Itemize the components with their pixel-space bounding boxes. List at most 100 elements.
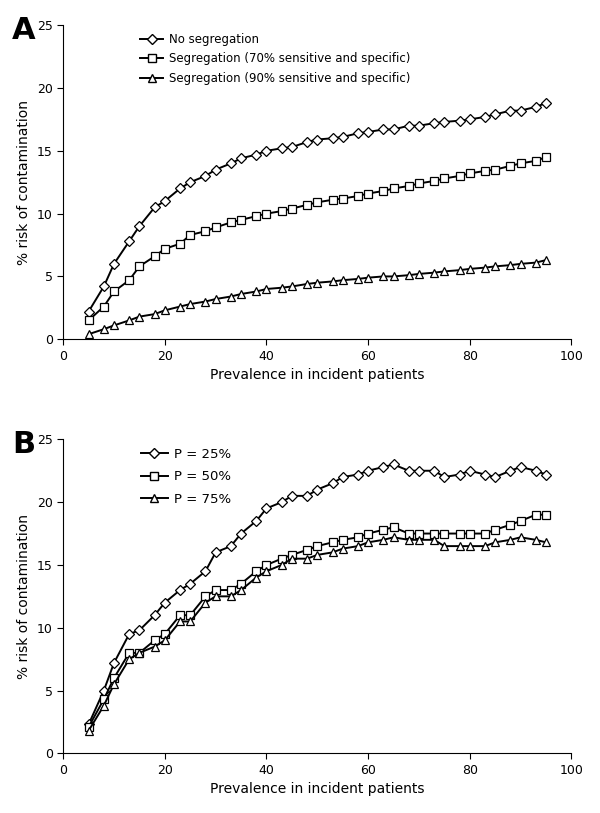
Legend: P = 25%, P = 50%, P = 75%: P = 25%, P = 50%, P = 75% — [136, 443, 236, 511]
P = 25% — [339, 472, 346, 482]
Segregation (90% sensitive and specific) — [390, 272, 397, 281]
Segregation (70% sensitive and specific) — [187, 230, 194, 240]
P = 75% — [227, 592, 235, 602]
No segregation — [431, 119, 438, 128]
Segregation (90% sensitive and specific) — [441, 267, 448, 276]
No segregation — [481, 112, 488, 122]
Segregation (90% sensitive and specific) — [507, 260, 514, 270]
P = 50% — [380, 525, 387, 535]
Segregation (70% sensitive and specific) — [431, 176, 438, 186]
P = 50% — [456, 528, 463, 538]
No segregation — [355, 128, 362, 138]
P = 75% — [390, 533, 397, 542]
P = 75% — [380, 535, 387, 545]
No segregation — [542, 98, 550, 108]
Segregation (70% sensitive and specific) — [466, 168, 473, 178]
P = 25% — [278, 498, 286, 507]
P = 75% — [110, 680, 118, 689]
Segregation (70% sensitive and specific) — [212, 223, 219, 233]
P = 50% — [125, 648, 133, 658]
P = 75% — [263, 567, 270, 576]
P = 25% — [136, 625, 143, 635]
P = 50% — [187, 611, 194, 620]
No segregation — [304, 137, 311, 147]
Segregation (70% sensitive and specific) — [517, 159, 524, 168]
P = 50% — [227, 585, 235, 595]
Segregation (70% sensitive and specific) — [136, 262, 143, 272]
Segregation (90% sensitive and specific) — [110, 320, 118, 330]
Segregation (70% sensitive and specific) — [227, 218, 235, 228]
P = 75% — [481, 541, 488, 551]
P = 25% — [212, 547, 219, 557]
P = 50% — [85, 722, 92, 732]
P = 25% — [491, 472, 499, 482]
No segregation — [85, 307, 92, 316]
P = 25% — [329, 478, 336, 488]
Segregation (70% sensitive and specific) — [491, 165, 499, 175]
No segregation — [278, 143, 286, 153]
Segregation (90% sensitive and specific) — [212, 294, 219, 304]
Segregation (90% sensitive and specific) — [466, 264, 473, 274]
Segregation (90% sensitive and specific) — [405, 270, 412, 280]
P = 25% — [253, 516, 260, 526]
Segregation (70% sensitive and specific) — [288, 204, 295, 214]
Segregation (90% sensitive and specific) — [339, 276, 346, 285]
P = 25% — [151, 611, 158, 620]
No segregation — [136, 221, 143, 231]
P = 25% — [405, 466, 412, 476]
P = 25% — [238, 528, 245, 538]
P = 75% — [161, 636, 169, 646]
P = 25% — [355, 470, 362, 480]
P = 25% — [441, 472, 448, 482]
Segregation (70% sensitive and specific) — [304, 200, 311, 210]
No segregation — [517, 106, 524, 115]
P = 25% — [263, 503, 270, 513]
No segregation — [339, 133, 346, 142]
P = 50% — [542, 510, 550, 520]
No segregation — [314, 135, 321, 145]
Line: No segregation: No segregation — [85, 99, 550, 315]
P = 50% — [151, 636, 158, 646]
Segregation (70% sensitive and specific) — [161, 244, 169, 254]
P = 50% — [431, 528, 438, 538]
Segregation (90% sensitive and specific) — [263, 284, 270, 293]
P = 50% — [355, 533, 362, 542]
P = 50% — [466, 528, 473, 538]
P = 75% — [542, 537, 550, 547]
Segregation (90% sensitive and specific) — [329, 276, 336, 286]
P = 25% — [110, 658, 118, 667]
Segregation (90% sensitive and specific) — [365, 273, 372, 283]
Segregation (70% sensitive and specific) — [380, 186, 387, 196]
Segregation (70% sensitive and specific) — [100, 302, 107, 311]
Segregation (70% sensitive and specific) — [253, 211, 260, 221]
Segregation (70% sensitive and specific) — [390, 184, 397, 193]
P = 25% — [85, 720, 92, 729]
P = 75% — [176, 616, 184, 626]
P = 25% — [227, 541, 235, 551]
Line: Segregation (90% sensitive and specific): Segregation (90% sensitive and specific) — [85, 256, 550, 338]
P = 50% — [517, 516, 524, 526]
P = 25% — [390, 459, 397, 469]
Segregation (90% sensitive and specific) — [456, 265, 463, 275]
No segregation — [161, 196, 169, 206]
No segregation — [263, 146, 270, 155]
P = 50% — [100, 694, 107, 704]
Segregation (70% sensitive and specific) — [481, 166, 488, 176]
P = 50% — [202, 592, 209, 602]
Segregation (90% sensitive and specific) — [481, 263, 488, 272]
P = 50% — [136, 648, 143, 658]
No segregation — [390, 124, 397, 134]
P = 75% — [532, 535, 539, 545]
P = 25% — [202, 567, 209, 576]
P = 75% — [329, 547, 336, 557]
Segregation (70% sensitive and specific) — [507, 161, 514, 171]
Segregation (70% sensitive and specific) — [415, 179, 422, 189]
P = 25% — [542, 470, 550, 480]
P = 50% — [339, 535, 346, 545]
Text: B: B — [13, 430, 35, 459]
Line: P = 75%: P = 75% — [85, 533, 550, 735]
P = 75% — [202, 598, 209, 607]
Segregation (90% sensitive and specific) — [532, 258, 539, 267]
P = 75% — [365, 537, 372, 547]
No segregation — [415, 121, 422, 131]
